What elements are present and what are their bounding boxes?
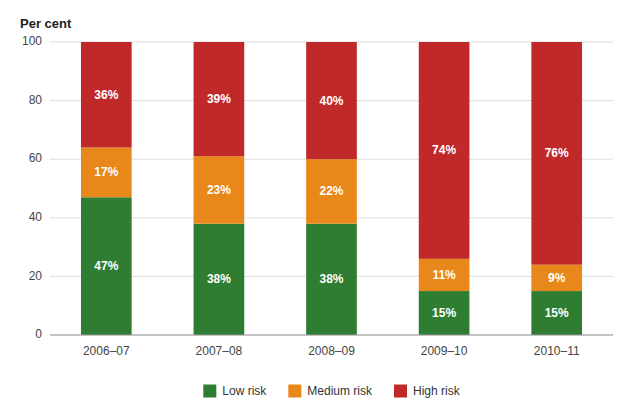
bar-segment: [194, 156, 245, 223]
grid-line: [50, 335, 613, 336]
bar-segment: [306, 159, 357, 223]
bar-segment: [81, 42, 132, 147]
bar-segment: [531, 265, 582, 291]
data-label: 76%: [545, 146, 569, 160]
x-tick-label: 2009–10: [421, 344, 468, 358]
bar-segment: [419, 291, 470, 335]
y-tick-label: 60: [29, 151, 43, 165]
bar-segment: [531, 291, 582, 335]
legend-swatch: [203, 385, 216, 398]
data-label: 36%: [94, 88, 118, 102]
data-label: 17%: [94, 165, 118, 179]
y-axis-label: Per cent: [20, 16, 72, 31]
x-tick-label: 2008–09: [308, 344, 355, 358]
data-label: 39%: [207, 92, 231, 106]
x-tick-label: 2010–11: [534, 344, 580, 358]
bar-segment: [306, 42, 357, 159]
bar-segment: [194, 42, 245, 156]
data-labels: 47% 17% 36% 38% 23% 39% 38% 22% 40% 15% 11% 74% 15% 9…: [94, 88, 569, 320]
x-tick-label: 2007–08: [196, 344, 243, 358]
y-tick-label: 100: [22, 34, 42, 48]
data-label: 47%: [94, 259, 118, 273]
grid: [50, 42, 613, 335]
data-label: 38%: [207, 272, 231, 286]
data-label: 23%: [207, 183, 231, 197]
data-label: 38%: [319, 272, 343, 286]
bar-segment: [531, 42, 582, 265]
legend-swatch: [394, 385, 407, 398]
y-tick-label: 80: [29, 93, 43, 107]
data-label: 9%: [548, 271, 566, 285]
chart: 0 20 40 60 80 100 Per cent 47% 17% 36% 38% 23% 39% 38…: [0, 0, 633, 413]
x-tick-label: 2006–07: [83, 344, 130, 358]
bar-segment: [81, 197, 132, 335]
legend-label: Medium risk: [307, 384, 373, 398]
bar-segment: [81, 147, 132, 197]
legend-label: High risk: [413, 384, 461, 398]
data-label: 11%: [432, 268, 456, 282]
legend-item: High risk: [394, 384, 461, 398]
legend: Low risk Medium risk High risk: [203, 384, 460, 398]
legend-label: Low risk: [222, 384, 267, 398]
y-tick-label: 20: [29, 269, 43, 283]
data-label: 74%: [432, 143, 456, 157]
legend-item: Medium risk: [288, 384, 373, 398]
bar-segment: [419, 259, 470, 291]
bar-segment: [306, 224, 357, 335]
bars: [81, 42, 582, 335]
legend-swatch: [288, 385, 301, 398]
data-label: 22%: [319, 184, 343, 198]
y-tick-label: 40: [29, 210, 43, 224]
bar-segment: [194, 224, 245, 335]
x-axis-line: [50, 335, 613, 336]
data-label: 15%: [432, 306, 456, 320]
bar-segment: [419, 42, 470, 259]
legend-item: Low risk: [203, 384, 267, 398]
y-tick-label: 0: [35, 327, 42, 341]
data-label: 40%: [319, 94, 343, 108]
data-label: 15%: [545, 306, 569, 320]
